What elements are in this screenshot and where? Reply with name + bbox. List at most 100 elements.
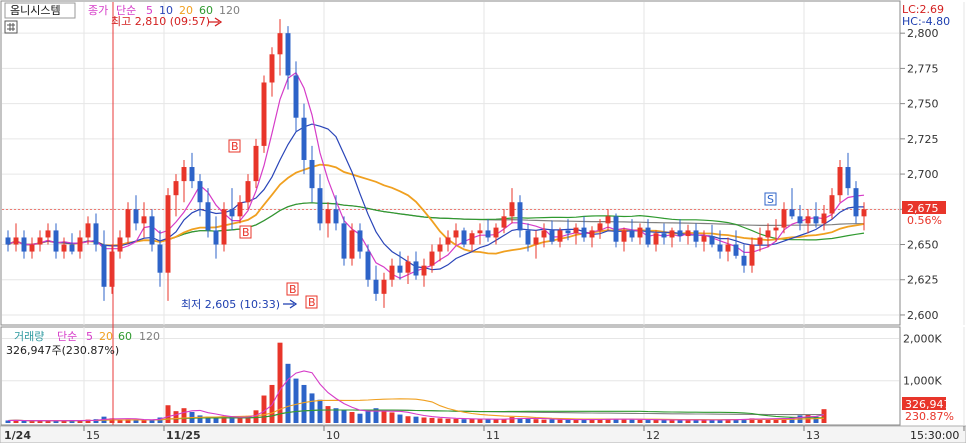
volume-bar[interactable] (61, 420, 67, 423)
volume-bar[interactable] (181, 408, 187, 423)
candle[interactable] (37, 230, 43, 252)
volume-bar[interactable] (333, 408, 339, 423)
volume-bar[interactable] (821, 409, 827, 423)
candle[interactable] (469, 230, 475, 252)
volume-bar[interactable] (141, 420, 147, 423)
volume-bar[interactable] (629, 419, 635, 423)
candle[interactable] (733, 230, 739, 259)
candle[interactable] (421, 258, 427, 287)
price-panel[interactable] (0, 0, 901, 326)
volume-panel[interactable] (0, 326, 901, 426)
candle[interactable] (525, 223, 531, 252)
candle[interactable] (741, 244, 747, 273)
candle[interactable] (645, 219, 651, 248)
candle[interactable] (629, 219, 635, 242)
candle[interactable] (325, 202, 331, 238)
volume-bar[interactable] (677, 419, 683, 423)
volume-bar[interactable] (789, 417, 795, 423)
candle[interactable] (709, 224, 715, 248)
candle[interactable] (725, 237, 731, 262)
candle[interactable] (693, 223, 699, 248)
candle[interactable] (813, 202, 819, 228)
volume-bar[interactable] (5, 420, 11, 423)
candle[interactable] (213, 216, 219, 259)
candle[interactable] (165, 188, 171, 301)
candle[interactable] (669, 227, 675, 248)
candle[interactable] (581, 216, 587, 242)
candle[interactable] (117, 230, 123, 259)
candle[interactable] (685, 224, 691, 245)
candle[interactable] (173, 174, 179, 217)
volume-bar[interactable] (453, 418, 459, 423)
volume-bar[interactable] (533, 419, 539, 423)
volume-bar[interactable] (461, 419, 467, 423)
volume-bar[interactable] (733, 419, 739, 423)
candle[interactable] (517, 195, 523, 238)
volume-bar[interactable] (373, 408, 379, 423)
volume-bar[interactable] (261, 395, 267, 423)
candle[interactable] (477, 223, 483, 245)
candle[interactable] (21, 230, 27, 259)
volume-bar[interactable] (149, 419, 155, 423)
volume-bar[interactable] (245, 415, 251, 423)
candle[interactable] (397, 251, 403, 280)
volume-bar[interactable] (125, 419, 131, 423)
volume-bar[interactable] (645, 420, 651, 423)
candle[interactable] (805, 209, 811, 234)
volume-bar[interactable] (69, 421, 75, 423)
candle[interactable] (61, 237, 67, 259)
volume-bar[interactable] (501, 418, 507, 423)
candle[interactable] (45, 223, 51, 245)
candle[interactable] (437, 237, 443, 262)
volume-bar[interactable] (229, 417, 235, 423)
volume-bar[interactable] (205, 416, 211, 423)
candle[interactable] (821, 205, 827, 231)
volume-bar[interactable] (365, 411, 371, 423)
candle[interactable] (277, 19, 283, 76)
volume-bar[interactable] (749, 418, 755, 423)
candle[interactable] (221, 202, 227, 252)
candle[interactable] (565, 219, 571, 241)
volume-bar[interactable] (213, 417, 219, 423)
volume-bar[interactable] (469, 418, 475, 423)
volume-bar[interactable] (477, 419, 483, 423)
candle[interactable] (373, 265, 379, 301)
candle[interactable] (269, 47, 275, 97)
candle[interactable] (101, 230, 107, 301)
candle[interactable] (845, 152, 851, 196)
candle[interactable] (141, 202, 147, 238)
volume-bar[interactable] (397, 414, 403, 423)
volume-bar[interactable] (349, 412, 355, 423)
candle[interactable] (429, 244, 435, 273)
candle[interactable] (125, 202, 131, 245)
volume-bar[interactable] (725, 419, 731, 423)
candle[interactable] (13, 223, 19, 252)
volume-bar[interactable] (309, 393, 315, 423)
volume-bar[interactable] (53, 420, 59, 423)
volume-bar[interactable] (117, 420, 123, 423)
volume-bar[interactable] (93, 419, 99, 423)
volume-bar[interactable] (277, 342, 283, 423)
candle[interactable] (589, 226, 595, 248)
volume-bar[interactable] (781, 418, 787, 423)
volume-bar[interactable] (581, 419, 587, 423)
volume-bar[interactable] (573, 419, 579, 423)
buy-marker[interactable]: B (286, 282, 299, 296)
volume-bar[interactable] (709, 420, 715, 423)
symbol-box[interactable] (4, 2, 76, 19)
candle[interactable] (229, 188, 235, 231)
candle[interactable] (717, 230, 723, 259)
candle[interactable] (189, 152, 195, 189)
candle[interactable] (245, 174, 251, 210)
candle[interactable] (149, 209, 155, 252)
volume-bar[interactable] (197, 415, 203, 423)
candle[interactable] (509, 188, 515, 224)
volume-bar[interactable] (21, 420, 27, 423)
volume-bar[interactable] (77, 420, 83, 423)
volume-bar[interactable] (509, 417, 515, 423)
volume-bar[interactable] (45, 420, 51, 423)
volume-bar[interactable] (301, 384, 307, 423)
candle[interactable] (485, 219, 491, 242)
volume-bar[interactable] (717, 419, 723, 423)
